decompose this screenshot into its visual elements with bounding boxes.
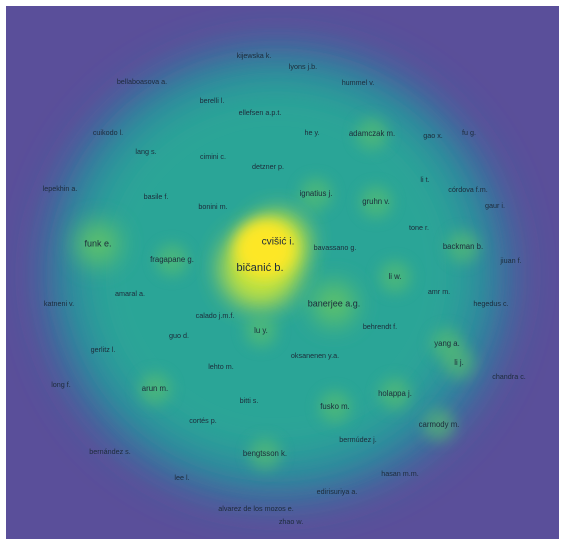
node-label[interactable]: hasan m.m. [381,469,419,478]
node-label[interactable]: bičanić b. [236,262,283,274]
node-label[interactable]: bengtsson k. [243,449,287,458]
node-hotspot [379,261,411,293]
node-label[interactable]: adamczak m. [349,129,395,138]
core-hotspot [235,220,295,278]
node-hotspot [360,186,392,218]
node-label[interactable]: gao x. [423,131,443,140]
node-label[interactable]: bavassano g. [314,243,357,252]
node-label[interactable]: cuikodo l. [93,128,123,137]
node-label[interactable]: arun m. [142,384,168,393]
node-label[interactable]: jiuan f. [499,256,521,265]
node-label[interactable]: berelli l. [200,96,225,105]
node-hotspot [312,282,356,326]
node-hotspot [249,438,281,470]
node-label[interactable]: gruhn v. [362,197,390,206]
node-label[interactable]: chandra c. [492,372,526,381]
node-hotspot [379,378,411,410]
node-label[interactable]: lang s. [135,147,156,156]
node-label[interactable]: lu y. [254,326,268,335]
density-map: kijewska k. lyons j.b. bellaboasova a. humm… [6,6,559,539]
label-layer: kijewska k. lyons j.b. bellaboasova a. humm… [43,51,526,526]
node-label[interactable]: cimini c. [200,152,226,161]
node-label[interactable]: calado j.m.f. [196,311,235,320]
node-label[interactable]: holappa j. [378,389,412,398]
node-label[interactable]: amr m. [428,287,450,296]
node-label[interactable]: funk e. [84,238,111,248]
node-label[interactable]: cortés p. [189,416,217,425]
node-label[interactable]: behrendt f. [363,322,397,331]
node-label[interactable]: long f. [51,380,71,389]
node-hotspot [76,222,120,266]
node-label[interactable]: lepekhin a. [43,184,78,193]
node-label[interactable]: gerlitz l. [91,345,116,354]
node-hotspot [443,347,475,379]
node-label[interactable]: hegedus c. [473,299,508,308]
node-label[interactable]: amaral a. [115,289,145,298]
node-label[interactable]: lee l. [174,473,189,482]
node-label[interactable]: oksanenen y.a. [291,351,339,360]
node-hotspot [156,244,188,276]
node-label[interactable]: yang a. [434,339,460,348]
node-label[interactable]: he y. [304,128,319,137]
node-label[interactable]: backman b. [443,242,483,251]
node-hotspot [319,391,351,423]
node-hotspot [447,231,479,263]
node-label[interactable]: hummel v. [342,78,375,87]
node-label[interactable]: li j. [454,358,464,367]
node-label[interactable]: cvišić i. [262,237,295,248]
node-label[interactable]: zhao w. [279,517,303,526]
node-label[interactable]: lyons j.b. [289,62,317,71]
node-label[interactable]: bitti s. [240,396,259,405]
hotspot-layer [76,118,479,470]
node-hotspot [356,118,388,150]
node-label[interactable]: ignatius j. [300,189,333,198]
node-label[interactable]: kijewska k. [237,51,272,60]
node-hotspot [245,315,277,347]
node-label[interactable]: fu g. [462,128,476,137]
node-label[interactable]: edirisuriya a. [317,487,358,496]
node-label[interactable]: bernández s. [89,447,131,456]
node-label[interactable]: lehto m. [208,362,234,371]
node-label[interactable]: detzner p. [252,162,284,171]
node-label[interactable]: bermúdez j. [339,435,377,444]
node-hotspot [300,178,332,210]
node-hotspot [139,373,171,405]
node-label[interactable]: guo d. [169,331,189,340]
node-label[interactable]: li t. [420,175,429,184]
node-label[interactable]: bellaboasova a. [117,77,167,86]
node-label[interactable]: li w. [389,272,402,281]
node-label[interactable]: córdova f.m. [448,185,488,194]
node-label[interactable]: alvarez de los mozos e. [218,504,294,513]
node-label[interactable]: fragapane g. [150,255,194,264]
node-label[interactable]: katneni v. [44,299,74,308]
node-label[interactable]: gaur i. [485,201,505,210]
node-hotspot [423,409,455,441]
node-label[interactable]: ellefsen a.p.t. [239,108,282,117]
node-label[interactable]: basile f. [144,192,169,201]
node-label[interactable]: tone r. [409,223,429,232]
node-label[interactable]: bonini m. [198,202,227,211]
node-label[interactable]: fusko m. [320,402,349,411]
node-label[interactable]: carmody m. [419,420,460,429]
node-label[interactable]: banerjee a.g. [308,298,361,308]
